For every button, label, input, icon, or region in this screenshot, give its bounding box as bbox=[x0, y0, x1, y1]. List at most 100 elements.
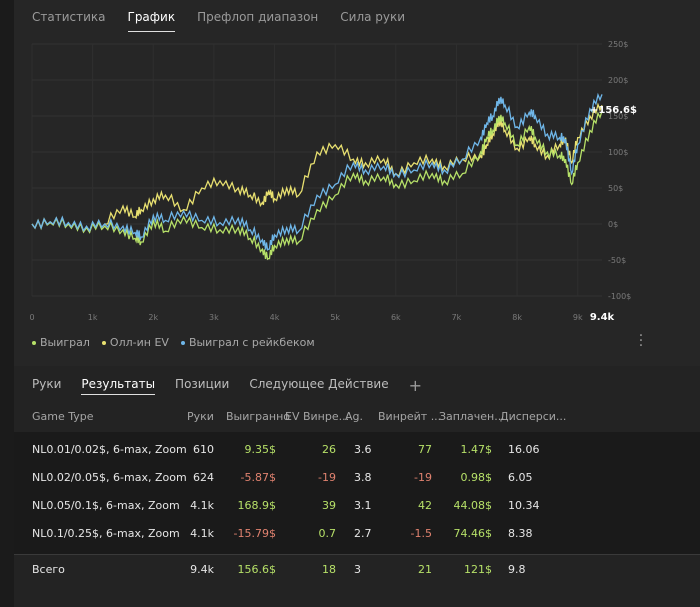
y-tick-label: 0$ bbox=[608, 220, 618, 229]
y-tick-label: 200$ bbox=[608, 76, 628, 85]
cell-ev: 39 bbox=[322, 499, 336, 512]
cell-won: -5.87$ bbox=[240, 471, 276, 484]
x-tick-label: 0 bbox=[29, 313, 34, 322]
legend-label-rakeback: Выиграл с рейкбеком bbox=[188, 336, 315, 349]
table-header: Game Type Руки Выигранно EV Винре... Ag.… bbox=[14, 402, 700, 432]
col-aggression[interactable]: Ag. bbox=[345, 410, 364, 423]
series-line-0 bbox=[31, 110, 603, 261]
cell-disp: 6.05 bbox=[508, 471, 533, 484]
y-tick-label: 250$ bbox=[608, 40, 628, 49]
x-tick-label: 9k bbox=[573, 313, 583, 322]
cell-ev: 0.7 bbox=[318, 527, 337, 540]
legend-item-rakeback[interactable]: Выиграл с рейкбеком bbox=[180, 336, 315, 349]
tab-positions[interactable]: Позиции bbox=[175, 377, 230, 391]
table-row[interactable]: NL0.1/0.25$, 6-max, Zoom 4.1k -15.79$ 0.7 2.… bbox=[14, 519, 700, 547]
x-tick-label: 3k bbox=[209, 313, 219, 322]
legend-item-won[interactable]: Выиграл bbox=[32, 336, 90, 349]
table-rows: NL0.01/0.02$, 6-max, Zoom 610 9.35$ 26 3.6 77… bbox=[14, 432, 700, 554]
table-total-row[interactable]: Всего 9.4k 156.6$ 18 3 21 121$ 9.8 bbox=[14, 554, 700, 582]
cell-paid: 1.47$ bbox=[460, 443, 493, 456]
cell-hands: 4.1k bbox=[190, 527, 214, 540]
results-section: Руки Результаты Позиции Следующее Действ… bbox=[14, 366, 700, 607]
legend-dot-allin-ev bbox=[101, 340, 106, 345]
legend-dot-rakeback bbox=[180, 340, 185, 345]
cell-disp: 16.06 bbox=[508, 443, 540, 456]
legend-item-allin-ev[interactable]: Олл-ин EV bbox=[101, 336, 169, 349]
col-game-type[interactable]: Game Type bbox=[32, 410, 94, 423]
cell-won: 156.6$ bbox=[237, 563, 277, 576]
cell-ag: 3.1 bbox=[354, 499, 372, 512]
cell-disp: 9.8 bbox=[508, 563, 526, 576]
cell-ev: 26 bbox=[322, 443, 336, 456]
tab-preflop-range[interactable]: Префлоп диапазон bbox=[197, 10, 319, 24]
cell-game: NL0.01/0.02$, 6-max, Zoom bbox=[32, 443, 187, 456]
col-won[interactable]: Выигранно bbox=[226, 410, 290, 423]
x-tick-label: 6k bbox=[391, 313, 401, 322]
x-end-label: 9.4k bbox=[590, 312, 615, 323]
tab-hand-strength[interactable]: Сила руки bbox=[340, 10, 406, 24]
y-tick-label: 100$ bbox=[608, 148, 628, 157]
cell-hands: 610 bbox=[193, 443, 214, 456]
cell-game: NL0.1/0.25$, 6-max, Zoom bbox=[32, 527, 180, 540]
table-row[interactable]: NL0.05/0.1$, 6-max, Zoom 4.1k 168.9$ 39 3.1 4… bbox=[14, 491, 700, 519]
tab-statistics[interactable]: Статистика bbox=[32, 10, 106, 24]
cell-winrate: -19 bbox=[414, 471, 432, 484]
tab-next-action[interactable]: Следующее Действие bbox=[249, 377, 389, 391]
top-tabs: Статистика График Префлоп диапазон Сила … bbox=[32, 10, 405, 32]
bottom-tabs: Руки Результаты Позиции Следующее Действ… bbox=[32, 376, 422, 395]
main-panel: Статистика График Префлоп диапазон Сила … bbox=[14, 0, 700, 607]
legend-dot-won bbox=[32, 340, 36, 345]
x-tick-label: 1k bbox=[88, 313, 98, 322]
col-ev-winrate[interactable]: EV Винре... bbox=[285, 410, 350, 423]
winnings-chart[interactable]: 250$ 200$ 150$ 100$ 50$ 0$ -50$ -100$ 0 1k 2k 3k 4k 5… bbox=[14, 30, 700, 330]
table-row[interactable]: NL0.02/0.05$, 6-max, Zoom 624 -5.87$ -19 3.8… bbox=[14, 463, 700, 491]
cell-won: -15.79$ bbox=[233, 527, 276, 540]
x-tick-label: 5k bbox=[330, 313, 340, 322]
end-value-label: +156.6$ bbox=[590, 105, 637, 116]
chart-legend: Выиграл Олл-ин EV Выиграл с рейкбеком bbox=[32, 336, 315, 349]
tab-hands[interactable]: Руки bbox=[32, 377, 62, 391]
col-winrate[interactable]: Винрейт ... bbox=[378, 410, 442, 423]
col-hands[interactable]: Руки bbox=[187, 410, 214, 423]
col-rake-paid[interactable]: Заплачен... bbox=[439, 410, 505, 423]
cell-hands: 9.4k bbox=[190, 563, 214, 576]
cell-hands: 624 bbox=[193, 471, 214, 484]
left-edge bbox=[0, 0, 14, 607]
tab-results[interactable]: Результаты bbox=[81, 377, 156, 395]
legend-label-allin-ev: Олл-ин EV bbox=[109, 336, 169, 349]
table-row[interactable]: NL0.01/0.02$, 6-max, Zoom 610 9.35$ 26 3.6 77… bbox=[14, 435, 700, 463]
series-line-2 bbox=[31, 92, 603, 251]
x-tick-label: 4k bbox=[270, 313, 280, 322]
table-body: NL0.01/0.02$, 6-max, Zoom 610 9.35$ 26 3.6 77… bbox=[14, 432, 700, 554]
x-tick-label: 7k bbox=[452, 313, 462, 322]
cell-paid: 44.08$ bbox=[453, 499, 493, 512]
y-tick-label: 150$ bbox=[608, 112, 628, 121]
cell-ag: 2.7 bbox=[354, 527, 372, 540]
cell-won: 168.9$ bbox=[237, 499, 277, 512]
cell-winrate: 77 bbox=[418, 443, 432, 456]
cell-disp: 10.34 bbox=[508, 499, 540, 512]
cell-winrate: 21 bbox=[418, 563, 432, 576]
cell-paid: 0.98$ bbox=[460, 471, 493, 484]
cell-winrate: 42 bbox=[418, 499, 432, 512]
add-tab-icon[interactable]: + bbox=[408, 376, 422, 395]
col-variance[interactable]: Дисперси... bbox=[500, 410, 567, 423]
cell-game: Всего bbox=[32, 563, 65, 576]
x-tick-label: 2k bbox=[148, 313, 158, 322]
cell-ag: 3.6 bbox=[354, 443, 372, 456]
y-tick-label: 50$ bbox=[608, 184, 623, 193]
cell-winrate: -1.5 bbox=[410, 527, 432, 540]
cell-game: NL0.05/0.1$, 6-max, Zoom bbox=[32, 499, 180, 512]
cell-paid: 74.46$ bbox=[453, 527, 493, 540]
cell-paid: 121$ bbox=[464, 563, 492, 576]
tab-graph[interactable]: График bbox=[127, 10, 176, 32]
y-tick-label: -50$ bbox=[608, 256, 626, 265]
cell-ev: 18 bbox=[322, 563, 336, 576]
cell-ag: 3 bbox=[354, 563, 361, 576]
y-tick-label: -100$ bbox=[608, 292, 631, 301]
cell-won: 9.35$ bbox=[244, 443, 277, 456]
cell-game: NL0.02/0.05$, 6-max, Zoom bbox=[32, 471, 187, 484]
cell-ag: 3.8 bbox=[354, 471, 372, 484]
legend-label-won: Выиграл bbox=[40, 336, 90, 349]
kebab-icon[interactable]: · · · bbox=[638, 328, 644, 354]
